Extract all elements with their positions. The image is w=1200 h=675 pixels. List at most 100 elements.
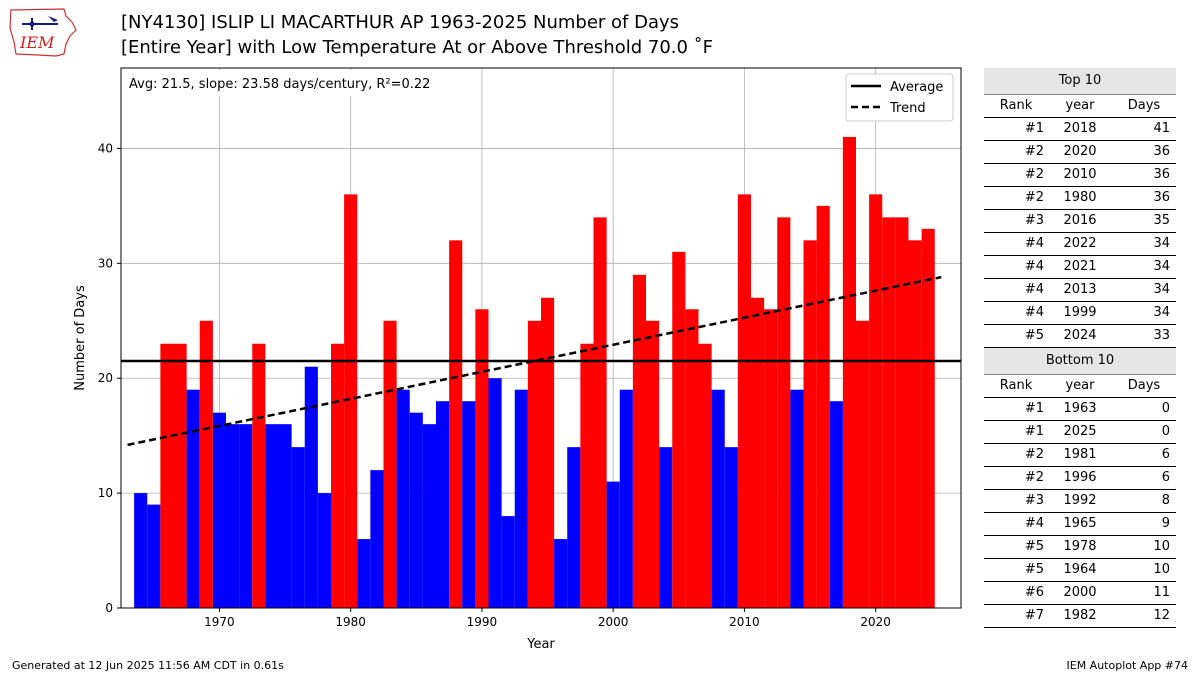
rank-cell: #4 [1024,259,1044,274]
bar-2000 [606,481,620,608]
year-cell: 2025 [1063,424,1097,439]
days-cell: 41 [1153,121,1170,136]
bar-1982 [370,470,384,608]
chart-title-line2: [Entire Year] with Low Temperature At or… [121,37,714,58]
bar-1971 [226,424,240,608]
top10-columns: Rank year Days [984,95,1176,118]
table-row: #5 1978 10 [984,536,1176,559]
rank-cell: #2 [1024,167,1044,182]
y-ticks: 0 10 20 30 40 [98,141,121,615]
x-tick-label: 2000 [598,615,629,629]
bar-2010 [737,194,751,608]
days-cell: 0 [1161,401,1170,416]
rank-table: Top 10 Rank year Days #1 2018 41 #2 2020 36 #2… [984,68,1176,628]
bar-2002 [632,274,646,608]
days-cell: 6 [1161,470,1170,485]
bottom10-title: Bottom 10 [984,348,1176,375]
bar-2023 [908,240,922,608]
footer-app: IEM Autoplot App #74 [1066,659,1189,672]
rank-cell: #1 [1024,401,1044,416]
table-row: #4 1965 9 [984,513,1176,536]
x-tick-label: 1980 [335,615,366,629]
table-row: #5 2024 33 [984,325,1176,348]
year-cell: 1996 [1063,470,1097,485]
bar-2020 [869,194,883,608]
plot-frame [120,67,962,609]
bar-1964 [134,493,148,608]
year-cell: 1978 [1063,539,1097,554]
y-tick-label: 0 [105,601,113,615]
rank-cell: #4 [1024,305,1044,320]
days-cell: 36 [1153,190,1170,205]
x-tick-label: 1970 [204,615,235,629]
days-cell: 10 [1153,539,1170,554]
bar-2012 [764,309,778,608]
bar-1985 [409,412,423,608]
days-cell: 35 [1153,213,1170,228]
days-cell: 36 [1153,167,1170,182]
rank-cell: #2 [1024,190,1044,205]
days-cell: 10 [1153,562,1170,577]
col-days: Days [1127,378,1161,393]
table-row: #2 1981 6 [984,444,1176,467]
x-ticks: 1970 1980 1990 2000 2010 2020 [204,608,891,629]
year-cell: 1980 [1063,190,1097,205]
x-tick-label: 1990 [467,615,498,629]
bar-1990 [475,309,489,608]
year-cell: 2022 [1063,236,1097,251]
table-row: #5 1964 10 [984,559,1176,582]
days-cell: 36 [1153,144,1170,159]
bar-1973 [252,343,266,608]
legend-trend-label: Trend [889,101,926,116]
rank-cell: #2 [1024,447,1044,462]
year-cell: 2018 [1063,121,1097,136]
bar-2021 [882,217,896,609]
bar-1987 [436,401,450,608]
bar-1993 [514,389,528,608]
bar-1986 [422,424,436,608]
bar-1996 [554,539,568,608]
legend-average-label: Average [890,80,943,95]
rank-cell: #3 [1024,493,1044,508]
bar-1976 [291,447,305,608]
table-row: #1 2018 41 [984,118,1176,141]
bar-1967 [173,343,187,608]
days-cell: 34 [1153,282,1170,297]
days-cell: 6 [1161,447,1170,462]
bar-2001 [619,389,633,608]
bar-2019 [856,320,870,608]
rank-cell: #5 [1024,539,1044,554]
bar-1968 [186,389,200,608]
bar-1974 [265,424,279,608]
table-row: #1 2025 0 [984,421,1176,444]
bar-1997 [567,447,581,608]
rank-cell: #3 [1024,213,1044,228]
y-tick-label: 30 [98,256,113,270]
bottom10-columns: Rank year Days [984,375,1176,398]
year-cell: 1982 [1063,608,1097,623]
year-cell: 1999 [1063,305,1097,320]
lines [121,275,961,447]
year-cell: 2013 [1063,282,1097,297]
table-row: #2 2020 36 [984,141,1176,164]
bar-2013 [777,217,791,609]
bar-2007 [698,343,712,608]
bar-2005 [672,251,686,609]
legend: Average Trend [845,73,954,122]
chart-title-line1: [NY4130] ISLIP LI MACARTHUR AP 1963-2025… [121,12,680,33]
bar-1988 [449,240,463,608]
bar-1965 [147,504,161,608]
bar-1991 [488,378,502,608]
table-row: #1 1963 0 [984,398,1176,421]
rank-cell: #6 [1024,585,1044,600]
rank-cell: #7 [1024,608,1044,623]
bar-1972 [239,424,253,608]
bar-2024 [921,228,935,608]
bar-1981 [357,539,371,608]
x-tick-label: 2020 [860,615,891,629]
rank-cell: #1 [1024,121,1044,136]
col-days: Days [1127,98,1161,113]
bar-2014 [790,389,804,608]
days-cell: 34 [1153,236,1170,251]
bar-2016 [816,205,830,608]
